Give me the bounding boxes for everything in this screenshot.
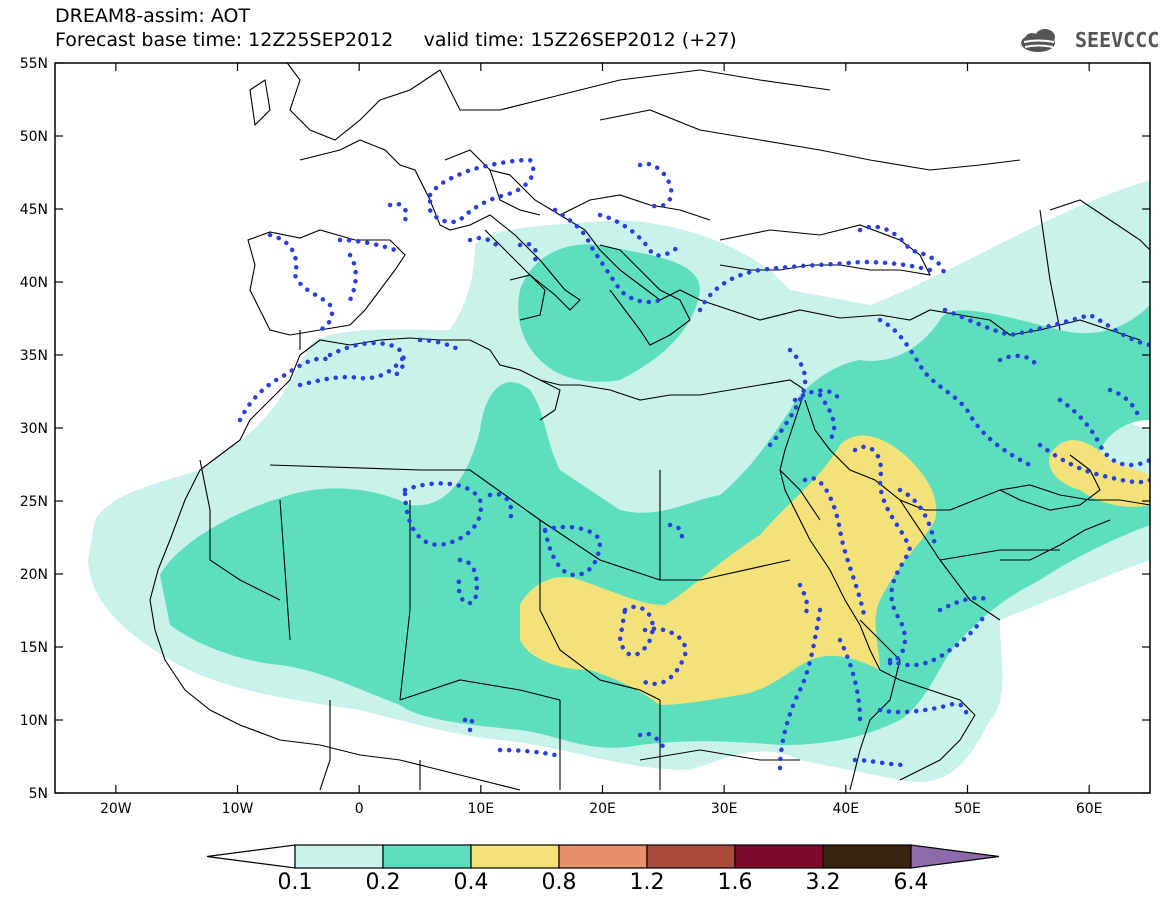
colorbar-label: 0.4 [453, 870, 489, 895]
aot-field-high [520, 435, 937, 705]
lat-tick-label: 45N [20, 202, 48, 218]
colorbar-over-arrow [910, 844, 1000, 869]
lat-tick-label: 15N [20, 640, 48, 656]
cloud-icon [1021, 29, 1055, 52]
lat-tick-label: 50N [20, 129, 48, 145]
lat-tick-label: 25N [20, 494, 48, 510]
lon-tick-label: 0 [355, 801, 364, 817]
lat-tick-label: 55N [20, 56, 48, 72]
colorbar [206, 844, 1000, 869]
colorbar-cell [470, 844, 560, 869]
colorbar-label: 0.2 [365, 870, 401, 895]
aot-field-high-gulf [1049, 440, 1150, 507]
colorbar-label: 0.1 [277, 870, 313, 895]
dotted-contours [237, 157, 1150, 773]
colorbar-cell [822, 844, 912, 869]
lat-tick-label: 30N [20, 421, 48, 437]
colorbar-label: 3.2 [805, 870, 841, 895]
lat-tick-label: 20N [20, 567, 48, 583]
lon-tick-label: 10W [222, 801, 254, 817]
colorbar-cell [558, 844, 648, 869]
forecast-time-line: Forecast base time: 12Z25SEP2012 valid t… [55, 29, 737, 51]
lon-tick-label: 30E [711, 801, 738, 817]
lat-tick-label: 10N [20, 713, 48, 729]
colorbar-label: 1.2 [629, 870, 665, 895]
lon-tick-label: 20W [100, 801, 132, 817]
aot-fields [55, 63, 1150, 793]
colorbar-under-arrow [206, 844, 296, 869]
lon-tick-label: 60E [1076, 801, 1103, 817]
lat-tick-label: 40N [20, 275, 48, 291]
colorbar-cell [646, 844, 736, 869]
colorbar-cell [294, 844, 384, 869]
axis-ticks: 20W 10W 0 10E 20E 30E 40E 50E 60E 55N 50N 45N 40N 35N… [20, 56, 1150, 817]
map-title: DREAM8-assim: AOT [55, 5, 251, 27]
coastlines [149, 63, 1150, 791]
colorbar-label: 6.4 [893, 870, 929, 895]
colorbar-label: 1.6 [717, 870, 753, 895]
aot-field-mid-mediterranean [518, 244, 700, 382]
colorbar-label: 0.8 [541, 870, 577, 895]
lon-tick-label: 50E [954, 801, 981, 817]
colorbar-cell [734, 844, 824, 869]
lon-tick-label: 10E [467, 801, 494, 817]
lon-tick-label: 20E [589, 801, 616, 817]
colorbar-cell [382, 844, 472, 869]
lon-tick-label: 40E [832, 801, 859, 817]
seevccc-logo-text: SEEVCCC [1075, 28, 1160, 52]
lat-tick-label: 35N [20, 348, 48, 364]
lat-tick-label: 5N [29, 786, 48, 802]
